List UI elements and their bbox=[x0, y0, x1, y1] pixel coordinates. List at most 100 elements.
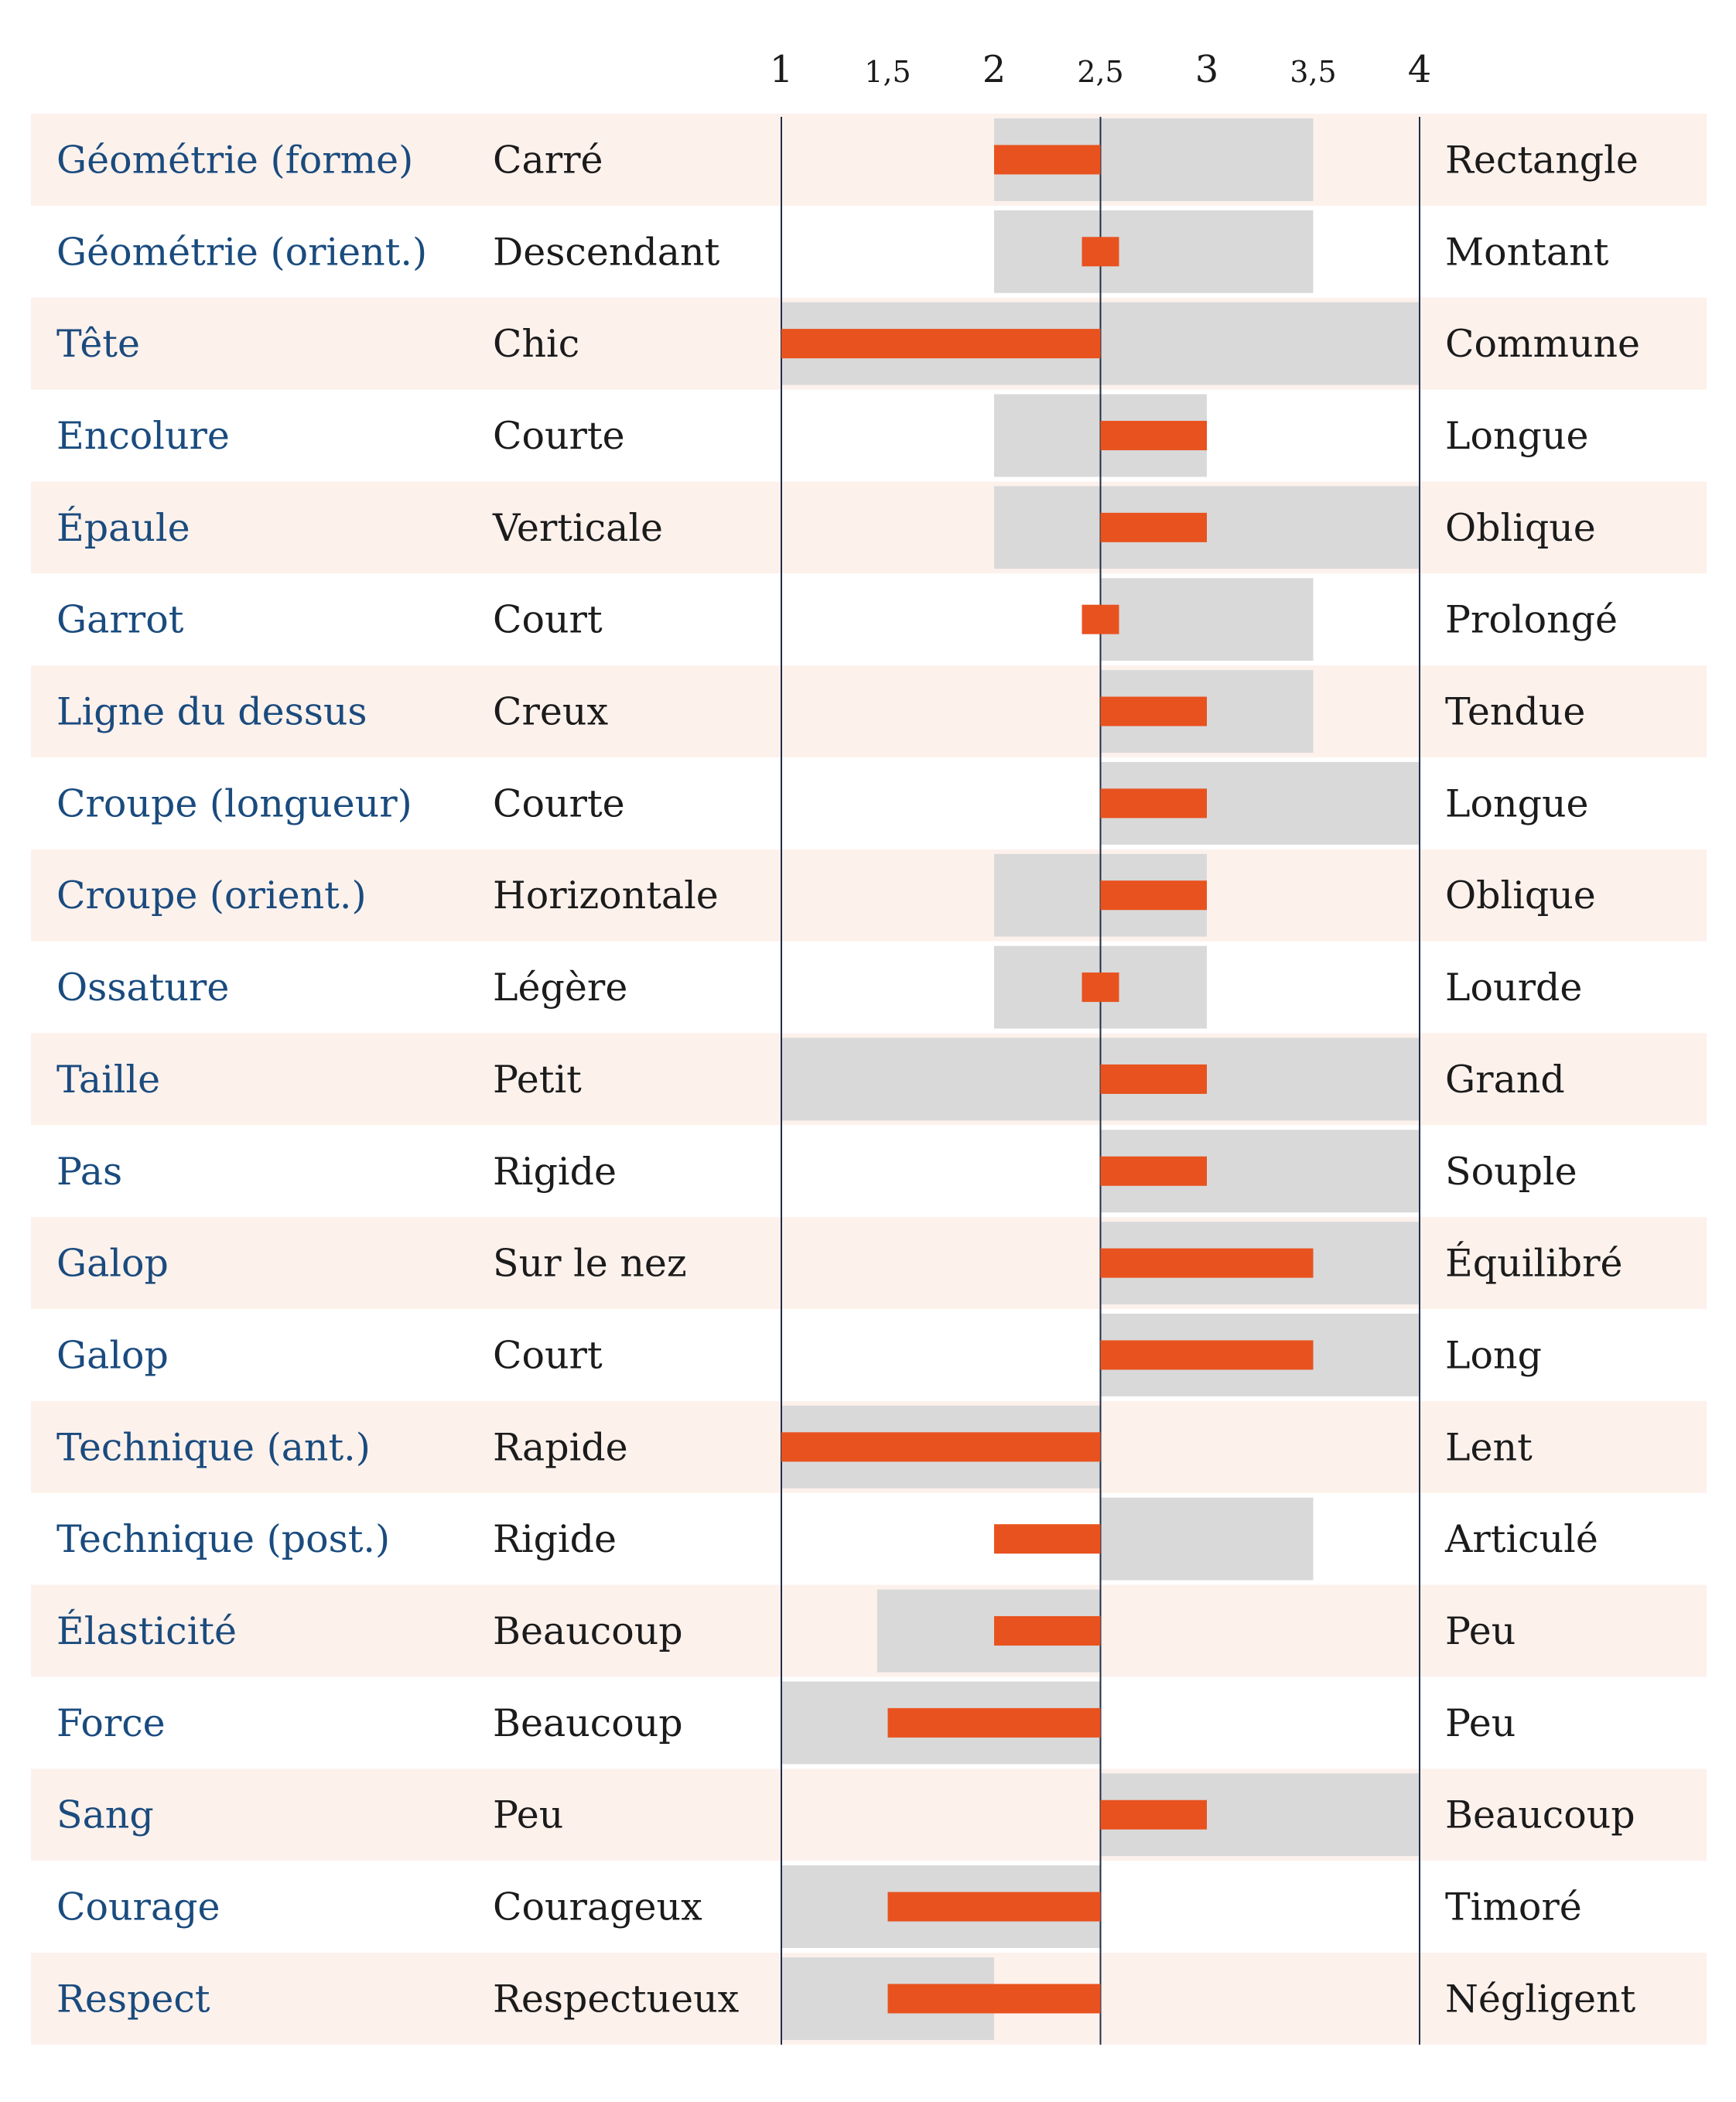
high-pole-label: Montant bbox=[1445, 230, 1609, 274]
high-pole-label: Équilibré bbox=[1445, 1242, 1623, 1286]
trait-label: Galop bbox=[56, 1333, 169, 1377]
row-labels: Géométrie (forme) Carré Rectangle Géométrie… bbox=[56, 138, 1640, 2021]
high-pole-label: Lourde bbox=[1445, 966, 1582, 1010]
row-stripe bbox=[31, 481, 1707, 574]
tick-label: 2,5 bbox=[1077, 55, 1123, 89]
trait-label: Épaule bbox=[56, 506, 190, 550]
row-stripe bbox=[31, 114, 1707, 206]
value-bar bbox=[887, 1984, 1101, 2014]
high-pole-label: Peu bbox=[1445, 1609, 1516, 1653]
value-bar bbox=[887, 1892, 1101, 1922]
row-stripe bbox=[31, 1584, 1707, 1677]
tick-label: 1 bbox=[770, 48, 794, 91]
low-pole-label: Respectueux bbox=[493, 1977, 740, 2021]
value-bar bbox=[1100, 1248, 1314, 1278]
value-bar bbox=[781, 1432, 1101, 1462]
high-pole-label: Tendue bbox=[1445, 690, 1585, 734]
low-pole-label: Rigide bbox=[493, 1150, 617, 1194]
low-pole-label: Petit bbox=[493, 1058, 582, 1102]
high-pole-label: Négligent bbox=[1445, 1977, 1636, 2021]
value-bar bbox=[781, 329, 1101, 359]
axis-tick-labels: 1 1,5 2 2,5 3 3,5 4 bbox=[770, 48, 1432, 91]
low-pole-label: Chic bbox=[493, 322, 579, 366]
trait-label: Force bbox=[56, 1701, 166, 1745]
row-stripe bbox=[31, 1769, 1707, 1861]
high-pole-label: Timoré bbox=[1445, 1885, 1582, 1929]
high-pole-label: Commune bbox=[1445, 322, 1640, 366]
low-pole-label: Creux bbox=[493, 690, 608, 734]
low-pole-label: Courte bbox=[493, 414, 625, 458]
low-pole-label: Beaucoup bbox=[493, 1609, 683, 1653]
high-pole-label: Longue bbox=[1445, 781, 1589, 825]
trait-label: Garrot bbox=[56, 598, 184, 642]
trait-label: Géométrie (forme) bbox=[56, 138, 413, 182]
value-bar bbox=[1100, 420, 1207, 450]
tick-label: 3 bbox=[1195, 48, 1219, 91]
low-pole-label: Verticale bbox=[492, 506, 663, 550]
tick-label: 1,5 bbox=[864, 55, 911, 89]
trait-label: Pas bbox=[56, 1150, 122, 1194]
tick-label: 4 bbox=[1408, 48, 1432, 91]
high-pole-label: Oblique bbox=[1445, 873, 1596, 918]
trait-label: Croupe (longueur) bbox=[56, 781, 412, 825]
low-pole-label: Rapide bbox=[493, 1425, 628, 1469]
value-bar bbox=[1100, 696, 1207, 726]
trait-label: Encolure bbox=[56, 414, 230, 458]
trait-label: Élasticité bbox=[56, 1609, 237, 1653]
high-pole-label: Oblique bbox=[1445, 506, 1596, 550]
range-band bbox=[1100, 578, 1314, 661]
high-pole-label: Grand bbox=[1445, 1058, 1565, 1102]
low-pole-label: Beaucoup bbox=[493, 1701, 683, 1745]
value-bar bbox=[887, 1707, 1101, 1738]
value-bar bbox=[1082, 604, 1119, 634]
trait-label: Ossature bbox=[56, 966, 229, 1010]
value-bar bbox=[1100, 1156, 1207, 1186]
row-stripe bbox=[31, 1217, 1707, 1310]
value-bar bbox=[1100, 788, 1207, 819]
value-bar bbox=[1100, 880, 1207, 911]
value-bar bbox=[1100, 1800, 1207, 1830]
low-pole-label: Légère bbox=[493, 966, 627, 1010]
range-band bbox=[1100, 1497, 1314, 1581]
trait-label: Galop bbox=[56, 1242, 169, 1286]
low-pole-label: Rigide bbox=[493, 1517, 617, 1561]
trait-label: Taille bbox=[56, 1058, 160, 1102]
low-pole-label: Horizontale bbox=[493, 873, 719, 918]
low-pole-label: Courte bbox=[493, 781, 625, 825]
tick-label: 2 bbox=[982, 48, 1006, 91]
high-pole-label: Articulé bbox=[1444, 1517, 1598, 1561]
trait-label: Tête bbox=[56, 322, 140, 366]
trait-label: Croupe (orient.) bbox=[56, 873, 367, 918]
range-band bbox=[994, 210, 1314, 293]
trait-label: Respect bbox=[56, 1977, 210, 2021]
trait-label: Technique (post.) bbox=[56, 1517, 390, 1561]
low-pole-label: Descendant bbox=[493, 230, 720, 274]
high-pole-label: Rectangle bbox=[1445, 138, 1639, 182]
value-bar bbox=[1082, 237, 1119, 267]
low-pole-label: Peu bbox=[493, 1793, 563, 1837]
low-pole-label: Sur le nez bbox=[493, 1242, 687, 1286]
value-bar bbox=[994, 1616, 1101, 1646]
trait-label: Sang bbox=[56, 1793, 154, 1837]
high-pole-label: Lent bbox=[1445, 1425, 1533, 1469]
low-pole-label: Courageux bbox=[493, 1885, 702, 1929]
low-pole-label: Carré bbox=[493, 138, 603, 182]
high-pole-label: Longue bbox=[1445, 414, 1589, 458]
low-pole-label: Court bbox=[493, 1333, 603, 1377]
high-pole-label: Peu bbox=[1445, 1701, 1516, 1745]
trait-label: Ligne du dessus bbox=[56, 690, 367, 734]
trait-label: Technique (ant.) bbox=[56, 1425, 371, 1469]
high-pole-label: Beaucoup bbox=[1445, 1793, 1635, 1837]
value-bar bbox=[1100, 1064, 1207, 1094]
trait-label: Courage bbox=[56, 1885, 220, 1929]
row-stripe bbox=[31, 665, 1707, 757]
value-bar bbox=[1082, 972, 1119, 1003]
trait-label: Géométrie (orient.) bbox=[56, 230, 427, 274]
value-bar bbox=[1100, 1340, 1314, 1370]
tick-label: 3,5 bbox=[1290, 55, 1336, 89]
low-pole-label: Court bbox=[493, 598, 603, 642]
value-bars bbox=[781, 145, 1314, 2014]
row-stripe bbox=[31, 849, 1707, 942]
value-bar bbox=[1100, 512, 1207, 542]
